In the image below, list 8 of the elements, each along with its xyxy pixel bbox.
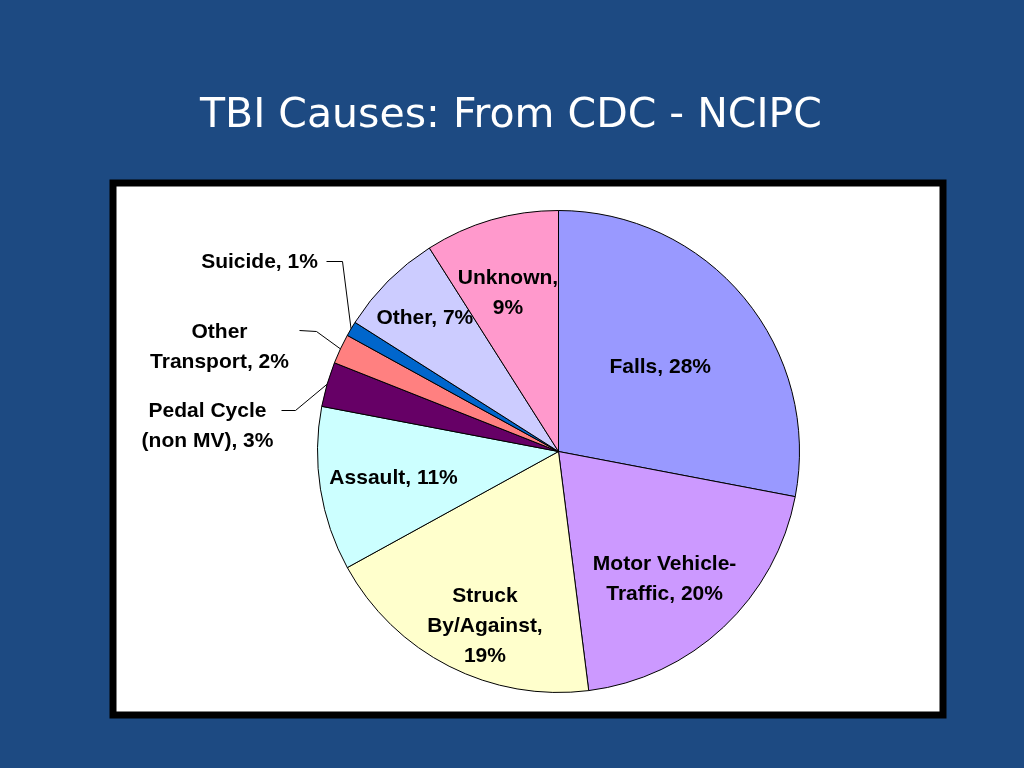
slice-label: Motor Vehicle-Traffic, 20% (592, 551, 737, 605)
slice-label: Falls, 28% (609, 354, 712, 378)
slice-label: Suicide, 1% (201, 248, 319, 272)
slice-label: Assault, 11% (329, 464, 459, 488)
slice-label: Other Transport, 2% (150, 318, 290, 372)
chart-title: TBI Causes: From CDC - NCIPC (199, 89, 822, 137)
slice-label: Struck By/Against, 19% (427, 582, 543, 666)
slice-label: Pedal Cycle (non MV), 3% (141, 397, 274, 451)
